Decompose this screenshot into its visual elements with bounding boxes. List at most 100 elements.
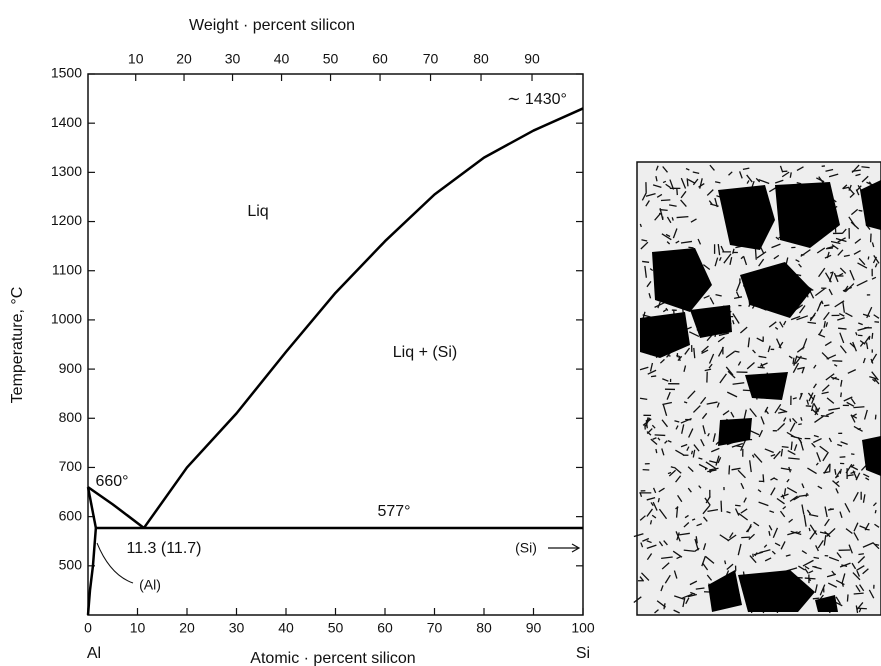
eutectic-texture — [717, 336, 725, 343]
eutectic-texture — [649, 268, 654, 272]
eutectic-texture — [684, 347, 691, 355]
eutectic-texture — [778, 410, 787, 414]
eutectic-texture — [862, 313, 871, 318]
eutectic-texture — [658, 508, 668, 520]
eutectic-texture — [828, 437, 832, 443]
eutectic-texture — [843, 396, 853, 402]
x2-tick-label: 20 — [176, 51, 192, 67]
eutectic-texture — [834, 468, 837, 475]
eutectic-texture — [862, 494, 866, 503]
eutectic-texture — [731, 467, 741, 471]
eutectic-texture — [816, 247, 826, 254]
eutectic-texture — [802, 559, 814, 567]
eutectic-texture — [690, 591, 696, 595]
eutectic-texture — [828, 407, 841, 411]
eutectic-texture — [668, 469, 677, 477]
eutectic-texture — [743, 497, 747, 503]
eutectic-texture — [688, 246, 694, 249]
eutectic-texture — [675, 240, 680, 244]
eutectic-texture — [705, 496, 711, 504]
eutectic-texture — [705, 461, 716, 469]
eutectic-texture — [774, 326, 779, 330]
annotation: ∼ 1430° — [507, 91, 567, 108]
eutectic-texture — [709, 164, 715, 171]
y-tick-label: 1100 — [52, 261, 82, 277]
eutectic-texture — [735, 504, 741, 507]
eutectic-texture — [675, 506, 679, 510]
eutectic-texture — [720, 500, 723, 512]
eutectic-texture — [740, 482, 745, 490]
x-tick-label: 20 — [179, 620, 195, 636]
eutectic-texture — [850, 221, 860, 230]
eutectic-texture — [796, 166, 804, 171]
eutectic-texture — [639, 515, 646, 521]
eutectic-texture — [758, 179, 770, 185]
eutectic-texture — [809, 312, 817, 322]
eutectic-texture — [689, 580, 698, 586]
eutectic-texture — [863, 473, 870, 478]
eutectic-texture — [698, 457, 703, 460]
eutectic-texture — [709, 297, 715, 305]
eutectic-texture — [659, 358, 665, 364]
eutectic-texture — [701, 562, 709, 571]
eutectic-texture — [813, 438, 822, 444]
x-tick-label: 10 — [130, 620, 146, 636]
eutectic-texture — [739, 171, 743, 179]
eutectic-texture — [771, 243, 781, 249]
eutectic-texture — [831, 570, 836, 576]
eutectic-texture — [657, 301, 661, 309]
eutectic-texture — [706, 401, 718, 405]
eutectic-texture — [687, 390, 696, 400]
eutectic-texture — [718, 256, 722, 261]
eutectic-texture — [827, 508, 834, 511]
eutectic-texture — [823, 535, 827, 546]
eutectic-texture — [855, 185, 862, 192]
eutectic-texture — [639, 397, 648, 401]
eutectic-texture — [714, 257, 719, 267]
eutectic-texture — [796, 356, 807, 360]
eutectic-texture — [660, 585, 664, 592]
eutectic-texture — [824, 341, 832, 347]
eutectic-texture — [702, 543, 707, 551]
eutectic-texture — [872, 542, 880, 550]
eutectic-texture — [693, 347, 696, 359]
eutectic-texture — [857, 262, 868, 269]
eutectic-texture — [845, 528, 853, 535]
x-tick-label: 60 — [377, 620, 393, 636]
eutectic-texture — [732, 248, 735, 254]
eutectic-texture — [690, 450, 694, 455]
eutectic-texture — [714, 197, 718, 208]
eutectic-texture — [814, 584, 818, 593]
x2-tick-label: 60 — [372, 51, 388, 67]
eutectic-texture — [846, 474, 854, 477]
eutectic-texture — [689, 331, 700, 337]
eutectic-texture — [670, 466, 675, 469]
eutectic-texture — [835, 475, 840, 478]
eutectic-texture — [695, 536, 698, 544]
eutectic-texture — [768, 321, 777, 328]
phase-boundary — [86, 486, 98, 529]
eutectic-texture — [706, 189, 714, 196]
eutectic-texture — [851, 562, 857, 570]
eutectic-texture — [827, 582, 838, 588]
eutectic-texture — [768, 530, 771, 536]
eutectic-texture — [849, 192, 855, 198]
eutectic-texture — [831, 376, 840, 381]
eutectic-texture — [812, 597, 820, 600]
eutectic-texture — [658, 487, 665, 493]
eutectic-texture — [853, 425, 863, 432]
eutectic-texture — [633, 533, 644, 538]
eutectic-texture — [868, 589, 875, 599]
eutectic-texture — [817, 485, 823, 490]
eutectic-texture — [715, 441, 720, 446]
y-tick-label: 1300 — [51, 163, 82, 179]
eutectic-texture — [681, 424, 685, 434]
eutectic-texture — [847, 369, 857, 374]
eutectic-texture — [857, 556, 866, 564]
eutectic-texture — [715, 293, 722, 297]
eutectic-texture — [732, 313, 740, 324]
eutectic-texture — [811, 442, 816, 448]
eutectic-texture — [662, 401, 672, 406]
eutectic-texture — [701, 345, 709, 353]
eutectic-texture — [818, 300, 823, 306]
